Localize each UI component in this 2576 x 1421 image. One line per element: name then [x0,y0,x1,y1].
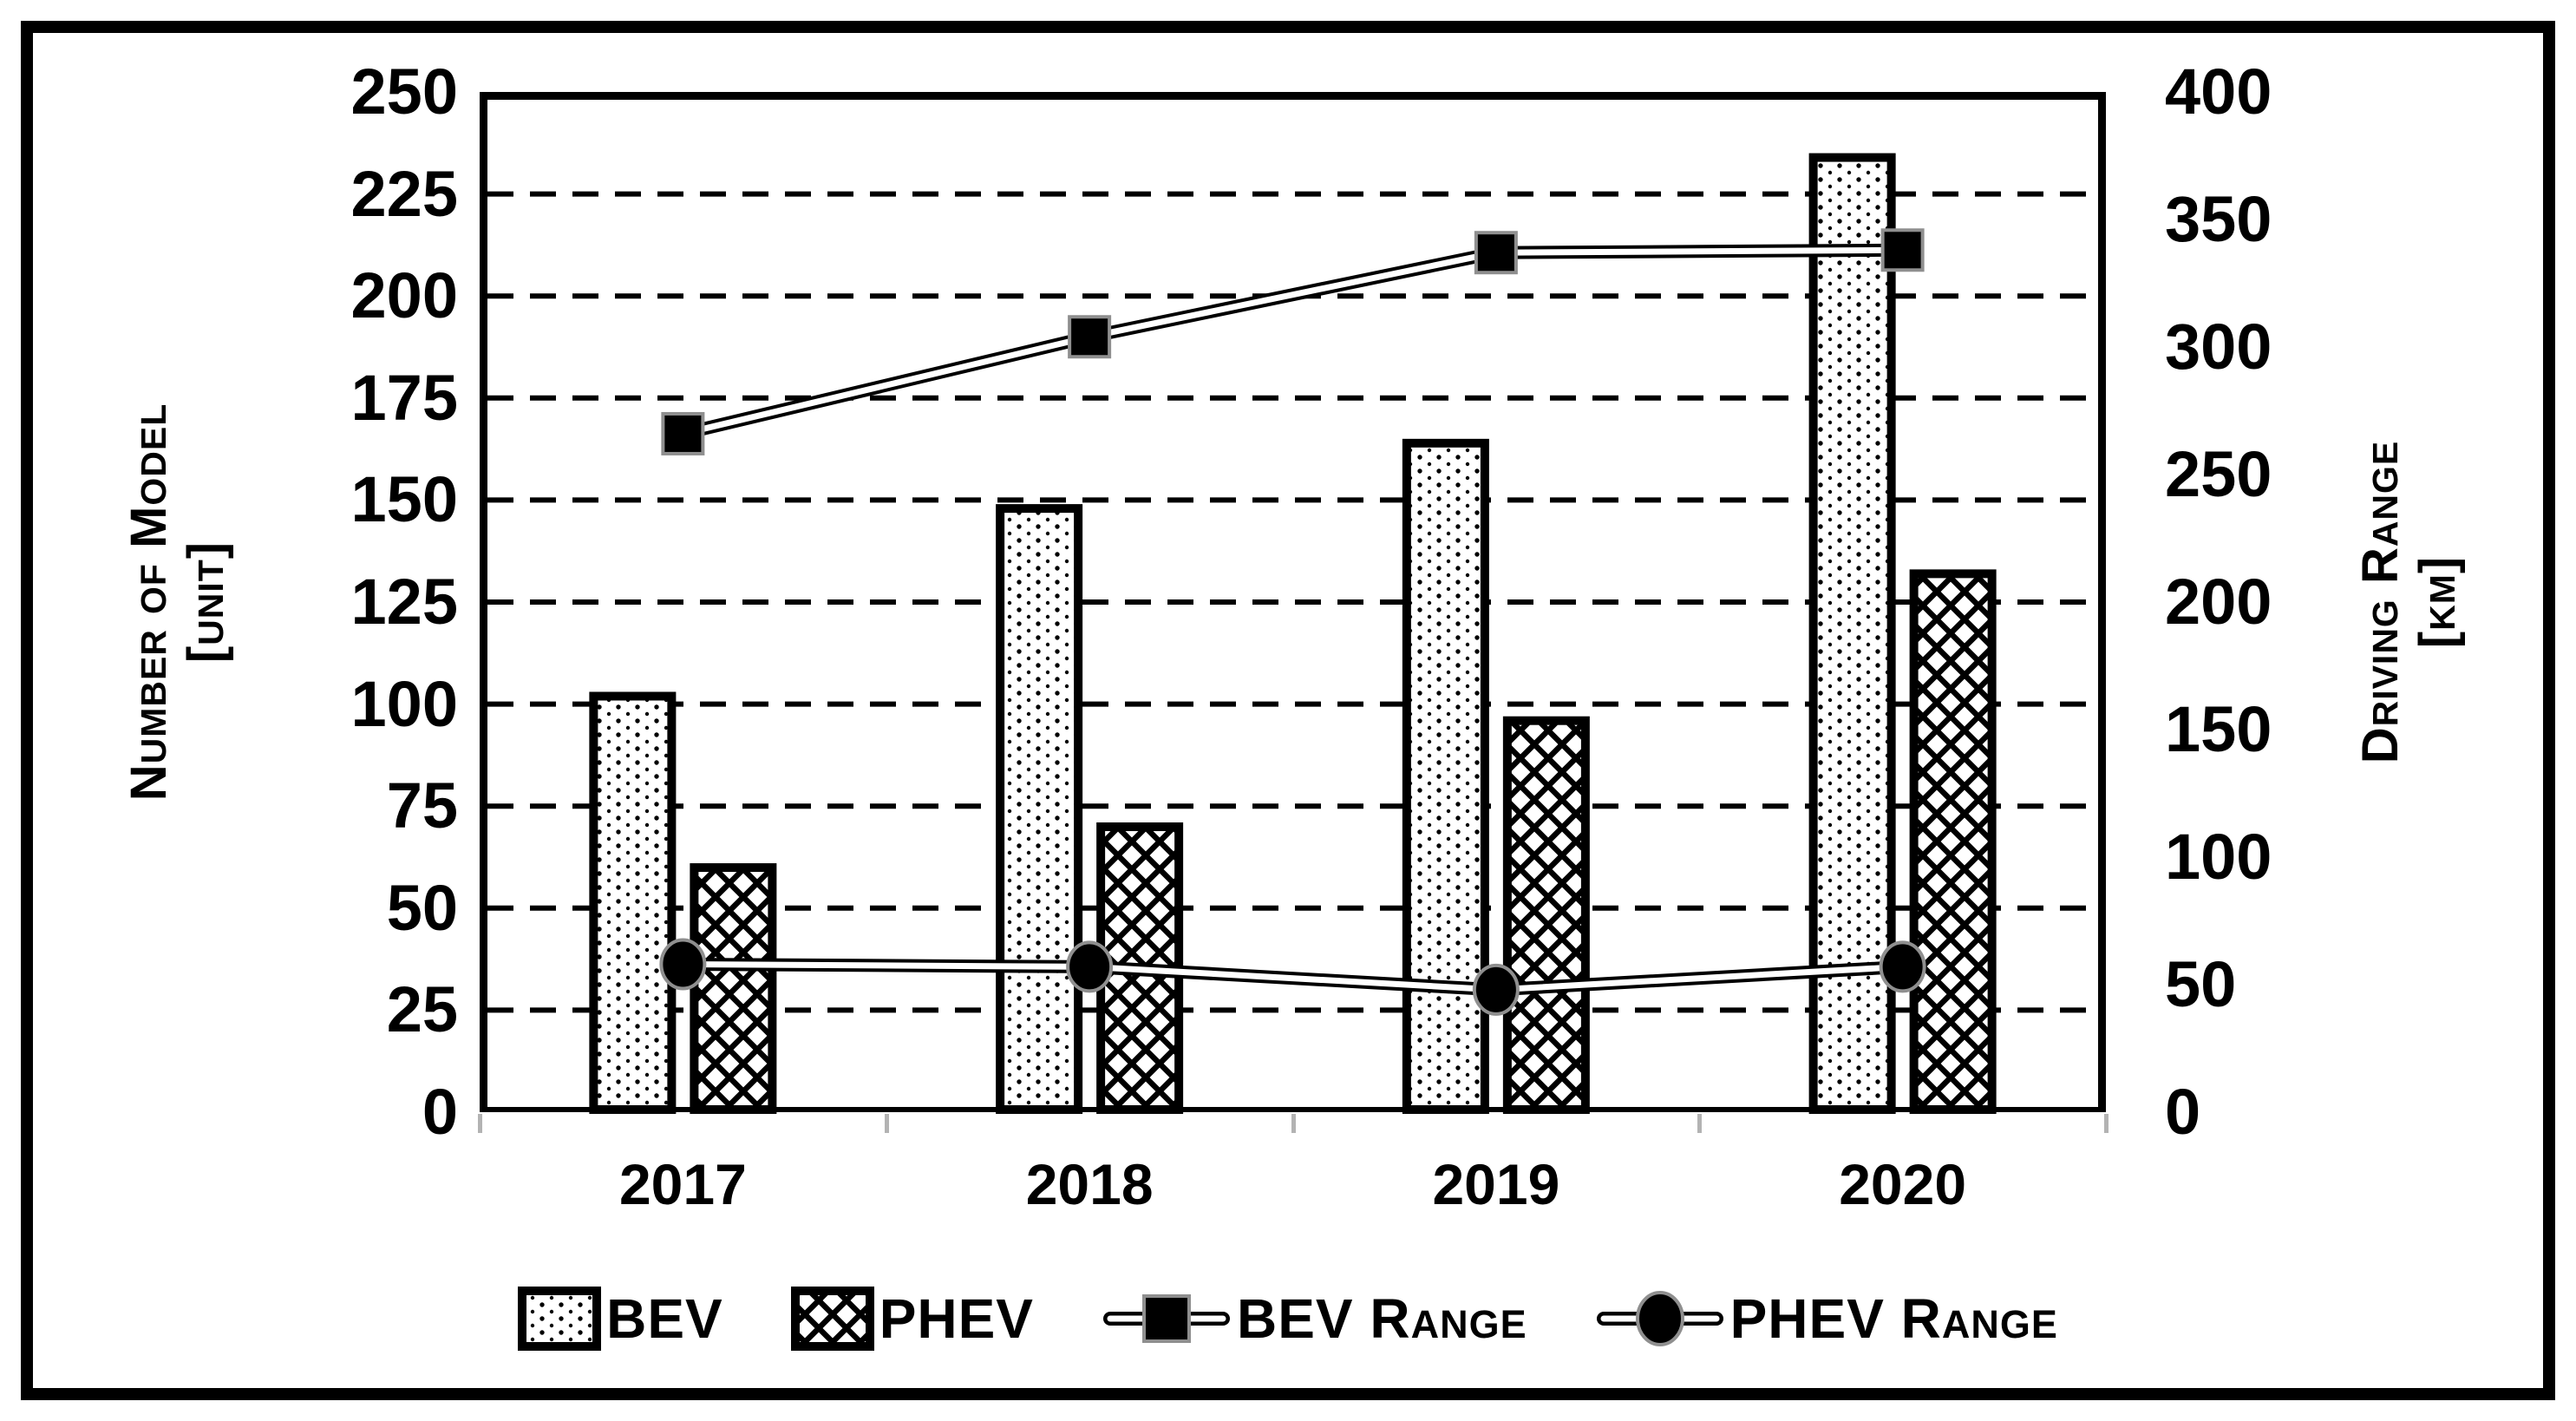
marker-circle-2017 [659,938,707,991]
right-tick-250: 250 [2165,438,2272,510]
legend-label: PHEV Range [1729,1287,2058,1350]
x-axis-boundary-tick-2 [1291,1114,1296,1133]
right-axis-title-line1: Driving Range [2352,440,2409,764]
legend-swatch-line-square [1102,1294,1230,1343]
bar-bev-2017 [589,691,677,1114]
right-tick-50: 50 [2165,948,2237,1020]
x-axis-boundary-tick-1 [884,1114,889,1133]
bar-phev-2020 [1909,569,1997,1114]
left-tick-50: 50 [386,871,458,944]
right-tick-350: 350 [2165,183,2272,255]
right-tick-200: 200 [2165,566,2272,638]
left-tick-75: 75 [386,769,458,842]
category-label-2019: 2019 [1432,1152,1560,1216]
left-tick-225: 225 [350,157,458,230]
marker-square-2019 [1474,231,1518,275]
legend-item-phev: PHEV [790,1287,1034,1351]
chart-svg [480,92,2106,1115]
x-axis-boundary-tick-3 [1697,1114,1703,1133]
legend-swatch-crosshatch [790,1287,874,1351]
outer-border-frame [21,21,2555,1400]
marker-square-2018 [1068,315,1112,359]
legend-label: PHEV [879,1287,1034,1350]
legend-item-phev-range: PHEV Range [1595,1287,2058,1351]
left-tick-250: 250 [350,56,458,128]
left-tick-200: 200 [350,259,458,332]
right-tick-0: 0 [2165,1076,2201,1148]
legend-item-bev: BEV [518,1287,723,1351]
bar-bev-2019 [1402,438,1489,1114]
bar-bev-2018 [996,504,1083,1114]
legend-item-bev-range: BEV Range [1102,1287,1527,1351]
legend-swatch-dots [518,1287,602,1351]
x-axis-boundary-tick-4 [2104,1114,2109,1133]
marker-square-2020 [1880,228,1925,272]
marker-circle-2018 [1066,940,1114,993]
left-tick-125: 125 [350,566,458,638]
marker-circle-2020 [1879,940,1926,993]
line-core-phev-range [679,960,1906,993]
line-outline-bev-range [676,243,1910,441]
right-tick-100: 100 [2165,821,2272,893]
marker-circle-2019 [1472,963,1520,1016]
x-axis-boundary-tick-0 [478,1114,482,1133]
bar-phev-2017 [690,863,777,1115]
legend-label: BEV Range [1236,1287,1527,1350]
legend-swatch-line-circle [1596,1291,1723,1346]
bar-bev-2020 [1808,153,1896,1114]
bar-phev-2019 [1502,716,1590,1114]
chart-legend: BEV PHEV BEV Range PHEV Range [21,1277,2555,1360]
marker-square-2017 [661,411,705,455]
left-axis-title: Number of Model [unit] [121,403,235,802]
category-label-2018: 2018 [1025,1152,1154,1216]
left-tick-150: 150 [350,463,458,536]
left-tick-0: 0 [422,1076,458,1148]
left-tick-175: 175 [350,361,458,434]
left-axis-title-line2: [unit] [178,540,234,664]
left-tick-100: 100 [350,667,458,740]
right-axis-title-line2: [km] [2409,555,2466,649]
line-core-bev-range [679,246,1906,437]
left-axis-title-line1: Number of Model [121,403,177,802]
left-tick-25: 25 [386,973,458,1046]
category-label-2020: 2020 [1839,1152,1967,1216]
right-tick-400: 400 [2165,56,2272,128]
right-axis-title: Driving Range [km] [2352,441,2467,764]
category-label-2017: 2017 [618,1152,747,1216]
legend-label: BEV [606,1287,723,1350]
right-tick-150: 150 [2165,693,2272,765]
right-tick-300: 300 [2165,311,2272,383]
